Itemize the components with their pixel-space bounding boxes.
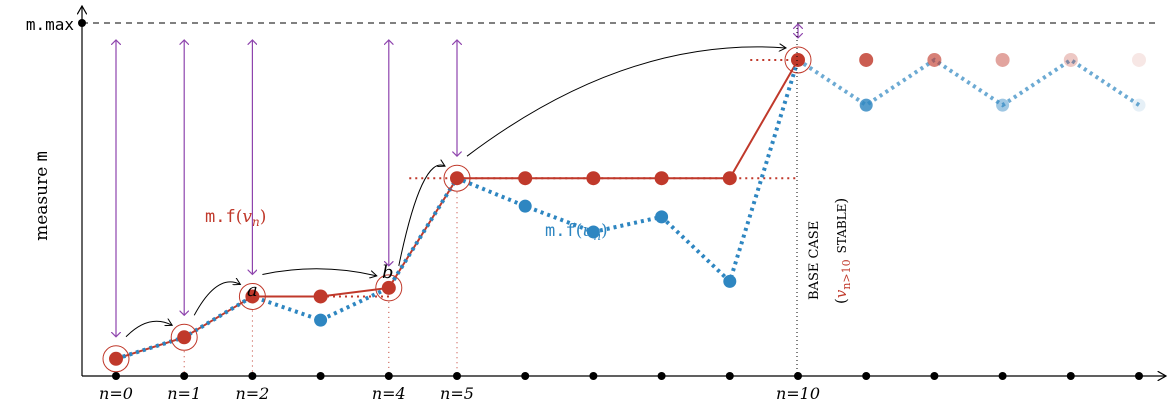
series-u-point (655, 210, 669, 224)
point-label-a: a (247, 280, 258, 301)
series-v-point (927, 52, 942, 67)
x-tick-dot (657, 372, 666, 380)
series-v-point (381, 280, 396, 295)
x-tick-label: n=0 (99, 384, 133, 403)
x-tick-dot (316, 372, 325, 380)
series-v-point (1063, 52, 1078, 67)
x-tick-dot (180, 372, 189, 380)
series-u-line-fading (796, 57, 1141, 108)
x-tick-dot (794, 372, 802, 380)
x-tick-label: n=4 (372, 384, 406, 403)
max-dot (78, 19, 86, 27)
x-tick-label: n=2 (235, 384, 269, 403)
series-v-point (177, 330, 192, 345)
series-u-label: m.f(un) (545, 221, 608, 243)
x-tick-dot (521, 372, 530, 380)
highlight-ring (784, 46, 812, 74)
x-tick-dot (248, 372, 257, 380)
series-v-point (791, 52, 805, 67)
base-case-label: BASE CASE (vn>10STABLE) (807, 198, 853, 304)
highlight-ring (238, 282, 266, 310)
series-u-point (996, 98, 1010, 112)
series-v-label: m.f(vn) (205, 207, 266, 229)
x-tick-dot (1135, 372, 1143, 380)
series-v-point (518, 171, 533, 186)
series-u-point (859, 98, 873, 112)
x-tick-dot (930, 372, 939, 380)
step-arrow (125, 321, 172, 338)
x-tick-label: n=1 (167, 384, 201, 403)
series-v-point (450, 171, 464, 186)
series-v-point (722, 171, 737, 186)
series-v-point (586, 171, 601, 186)
series-v-point (109, 351, 123, 366)
step-arrow (466, 47, 786, 157)
highlight-ring (443, 164, 471, 192)
series-u-point (723, 274, 737, 288)
highlight-ring (102, 345, 130, 373)
point-label-b: b (382, 262, 394, 283)
step-arrow (193, 282, 240, 316)
series-v-point (1132, 52, 1146, 67)
x-tick-dot (384, 372, 393, 380)
series-v-point (313, 289, 328, 304)
x-tick-dot (1066, 372, 1075, 380)
x-tick-dot (589, 372, 598, 380)
x-tick-dot (862, 372, 871, 380)
series-u-point (1132, 98, 1146, 112)
series-v-point (654, 171, 669, 186)
series-u-point (314, 313, 328, 327)
highlight-ring (375, 274, 403, 302)
series-v-point (859, 52, 874, 67)
series-u-point (586, 225, 600, 239)
step-arrow (262, 268, 376, 276)
series-v-point (245, 289, 260, 304)
x-tick-dot (453, 372, 461, 380)
x-tick-dot (112, 372, 120, 380)
x-tick-dot (998, 372, 1007, 380)
ymax-label: m.max (26, 15, 75, 34)
step-arrow (398, 165, 445, 266)
y-axis-label: measure m (32, 151, 52, 241)
highlight-ring (170, 323, 198, 351)
series-v-point (995, 52, 1010, 67)
x-tick-label: n=10 (776, 384, 820, 403)
x-tick-dot (725, 372, 734, 380)
base-case-line1: BASE CASE (807, 221, 822, 300)
base-case-line2: (vn>10STABLE) (832, 198, 853, 304)
series-u-point (518, 199, 532, 213)
x-tick-label: n=5 (440, 384, 474, 403)
